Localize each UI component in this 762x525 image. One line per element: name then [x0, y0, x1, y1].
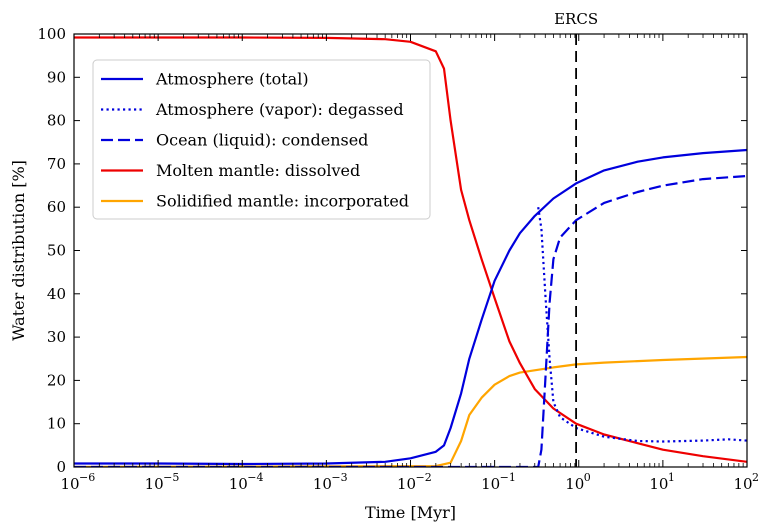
x-tick-base: 10 — [481, 475, 500, 493]
x-tick-exponent: 0 — [584, 471, 591, 484]
series-line-4 — [74, 355, 747, 467]
y-tick-label: 10 — [47, 415, 66, 433]
x-axis-label: Time [Myr] — [365, 503, 456, 522]
x-tick-base: 10 — [397, 475, 416, 493]
x-tick-exponent: 1 — [668, 471, 675, 484]
x-tick-base: 10 — [313, 475, 332, 493]
x-tick-exponent: −6 — [79, 471, 95, 484]
y-tick-label: 20 — [47, 371, 66, 389]
x-tick-exponent: −5 — [163, 471, 179, 484]
x-tick-label: 10 2 — [733, 471, 759, 493]
y-tick-label: 100 — [37, 25, 66, 43]
x-tick-label: 10 −5 — [145, 471, 180, 493]
legend-label-1: Atmosphere (vapor): degassed — [155, 100, 404, 119]
x-tick-exponent: −2 — [416, 471, 432, 484]
x-tick-base: 10 — [733, 475, 752, 493]
x-tick-base: 10 — [229, 475, 248, 493]
y-tick-label: 30 — [47, 328, 66, 346]
legend-label-3: Molten mantle: dissolved — [156, 161, 360, 180]
x-tick-exponent: −4 — [247, 471, 263, 484]
x-tick-label: 10 −1 — [481, 471, 516, 493]
series-line-0 — [74, 148, 747, 466]
x-tick-label: 10 −4 — [229, 471, 264, 493]
x-tick-base: 10 — [565, 475, 584, 493]
legend-label-2: Ocean (liquid): condensed — [156, 131, 368, 150]
y-axis: 0 10 20 30 40 50 60 70 80 90 100 — [37, 25, 747, 476]
y-axis-label: Water distribution [%] — [9, 160, 28, 341]
x-tick-label: 10 −2 — [397, 471, 432, 493]
x-tick-exponent: −3 — [331, 471, 347, 484]
x-tick-base: 10 — [145, 475, 164, 493]
series-line-2 — [74, 174, 747, 467]
ercs-label: ERCS — [554, 10, 598, 28]
series-line-3 — [74, 36, 747, 463]
y-tick-label: 60 — [47, 198, 66, 216]
x-tick-base: 10 — [60, 475, 79, 493]
y-tick-label: 40 — [47, 285, 66, 303]
x-tick-label: 10 −6 — [60, 471, 95, 493]
legend-box — [92, 59, 431, 220]
x-tick-base: 10 — [649, 475, 668, 493]
legend: Atmosphere (total) Atmosphere (vapor): de… — [92, 59, 431, 220]
y-tick-label: 70 — [47, 155, 66, 173]
legend-label-4: Solidified mantle: incorporated — [156, 192, 409, 211]
x-tick-exponent: −1 — [500, 471, 516, 484]
y-tick-label: 0 — [56, 458, 66, 476]
x-tick-label: 10 0 — [565, 471, 591, 493]
x-axis: 10 −6 10 −5 10 −4 10 −3 10 −2 10 −1 10 0 10 1 10 2 — [60, 34, 759, 493]
x-tick-label: 10 1 — [649, 471, 675, 493]
y-tick-label: 80 — [47, 112, 66, 130]
legend-label-0: Atmosphere (total) — [155, 70, 309, 89]
x-tick-label: 10 −3 — [313, 471, 348, 493]
x-tick-exponent: 2 — [752, 471, 759, 484]
y-tick-label: 90 — [47, 68, 66, 86]
y-tick-label: 50 — [47, 242, 66, 260]
